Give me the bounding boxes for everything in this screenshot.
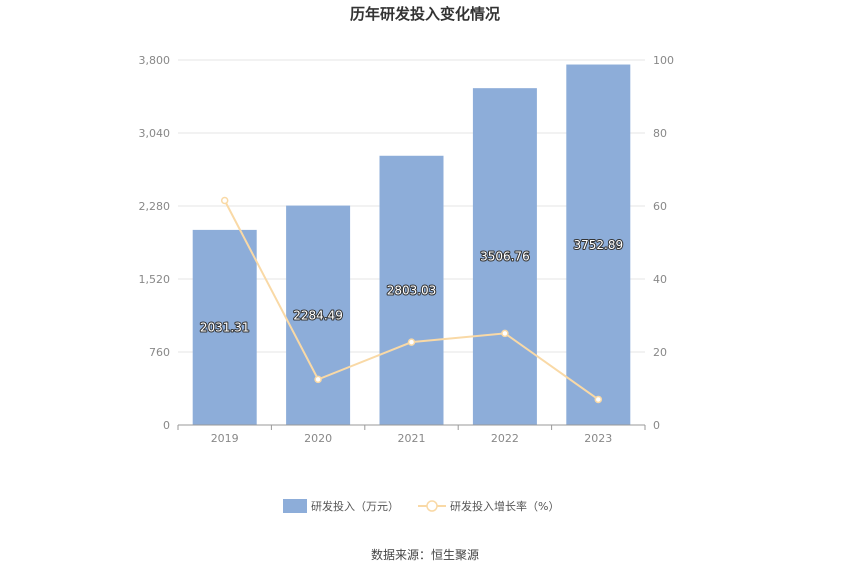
left-y-tick-label: 0 [163, 419, 170, 432]
source-note: 数据来源：恒生聚源 [371, 547, 479, 562]
legend-line-label: 研发投入增长率（%） [450, 499, 559, 513]
bar-value-label: 2803.03 [387, 283, 437, 297]
x-tick-label: 2019 [211, 432, 239, 445]
x-tick-label: 2022 [491, 432, 519, 445]
bar[interactable] [566, 64, 631, 426]
x-tick-label: 2023 [584, 432, 612, 445]
bar[interactable] [286, 205, 351, 425]
bar-value-label: 2284.49 [293, 308, 343, 322]
right-y-tick-label: 40 [653, 273, 667, 286]
right-y-tick-label: 100 [653, 54, 674, 67]
legend-item-bar[interactable]: 研发投入（万元） [283, 499, 399, 513]
right-y-tick-label: 20 [653, 346, 667, 359]
legend-line-marker [426, 500, 438, 512]
bar-value-label: 3752.89 [573, 238, 623, 252]
line-series [220, 196, 603, 404]
legend-bar-label: 研发投入（万元） [311, 499, 399, 513]
bar-value-label: 2031.31 [200, 320, 250, 334]
legend-item-line[interactable]: 研发投入增长率（%） [418, 499, 559, 513]
right-y-tick-label: 80 [653, 127, 667, 140]
legend: 研发投入（万元） 研发投入增长率（%） [283, 499, 559, 513]
line-point[interactable] [220, 196, 229, 205]
right-y-tick-label: 60 [653, 200, 667, 213]
left-y-tick-label: 3,040 [139, 127, 171, 140]
line-point[interactable] [501, 329, 509, 338]
left-y-tick-label: 2,280 [139, 200, 171, 213]
bar-value-label: 3506.76 [480, 250, 530, 264]
left-y-tick-label: 760 [149, 346, 170, 359]
right-y-tick-label: 0 [653, 419, 660, 432]
x-axis: 2019 2020 2021 2022 2023 [177, 424, 646, 445]
line-point[interactable] [407, 338, 416, 346]
x-tick-label: 2021 [398, 432, 426, 445]
left-y-tick-label: 1,520 [139, 273, 171, 286]
legend-bar-swatch [283, 499, 307, 513]
bar[interactable] [192, 229, 257, 425]
chart-title: 历年研发投入变化情况 [350, 5, 500, 23]
bar[interactable] [472, 88, 537, 425]
bar[interactable] [379, 155, 444, 425]
line-point[interactable] [594, 395, 603, 404]
left-y-axis: 0 760 1,520 2,280 3,040 3,800 [139, 54, 171, 432]
bar-value-labels: 2031.31 2284.49 2803.03 3506.76 3752.89 [199, 237, 624, 336]
right-y-axis: 0 20 40 60 80 100 [653, 54, 674, 432]
bar-series [192, 64, 631, 426]
left-y-tick-label: 3,800 [139, 54, 171, 67]
line-point[interactable] [314, 375, 322, 384]
x-tick-label: 2020 [304, 432, 332, 445]
